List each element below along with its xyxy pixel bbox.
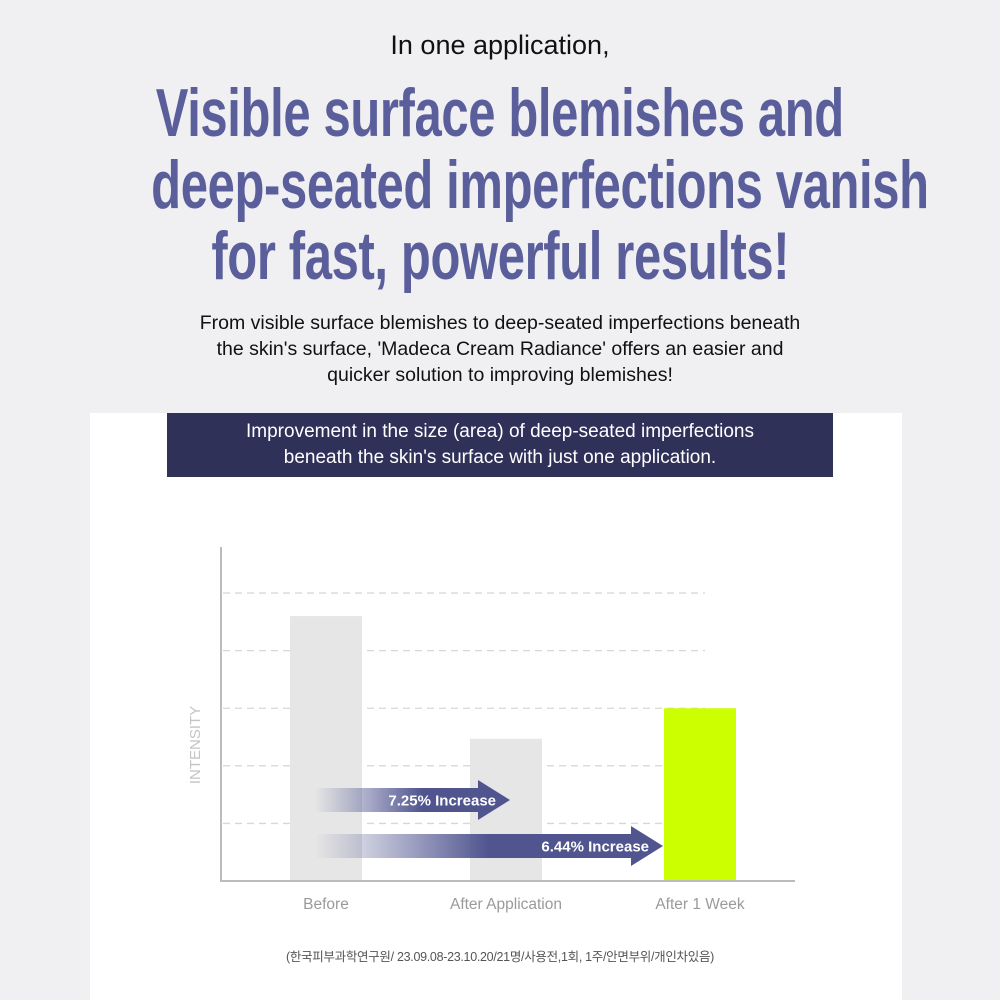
chart-title-line: beneath the skin's surface with just one… xyxy=(283,447,717,468)
headline-line-1: Visible surface blemishes and xyxy=(155,75,845,151)
bar-after-1-week xyxy=(664,708,736,881)
increase-arrow xyxy=(315,826,663,866)
x-tick-label: After 1 Week xyxy=(655,896,745,913)
intro-text: In one application, xyxy=(390,30,610,60)
increase-arrow xyxy=(315,780,510,820)
x-tick-label: After Application xyxy=(450,896,562,913)
description-line: quicker solution to improving blemishes! xyxy=(327,364,673,386)
chart-title-line: Improvement in the size (area) of deep-s… xyxy=(246,421,754,442)
description-line: From visible surface blemishes to deep-s… xyxy=(199,312,801,334)
description: From visible surface blemishes to deep-s… xyxy=(100,310,900,388)
y-axis-label: INTENSITY xyxy=(187,706,204,784)
arrow-label: 6.44% Increase xyxy=(541,839,649,856)
chart-title-band: Improvement in the size (area) of deep-s… xyxy=(167,413,833,477)
x-tick-label: Before xyxy=(303,896,349,913)
footnote: (한국피부과학연구원/ 23.09.08-23.10.20/21명/사용전,1회… xyxy=(285,950,715,964)
arrow-label: 7.25% Increase xyxy=(388,793,496,810)
headline-line-3: for fast, powerful results! xyxy=(211,218,789,294)
description-line: the skin's surface, 'Madeca Cream Radian… xyxy=(216,338,784,360)
headline-line-2: deep-seated imperfections vanish xyxy=(151,147,929,223)
chart-panel xyxy=(90,413,902,1000)
